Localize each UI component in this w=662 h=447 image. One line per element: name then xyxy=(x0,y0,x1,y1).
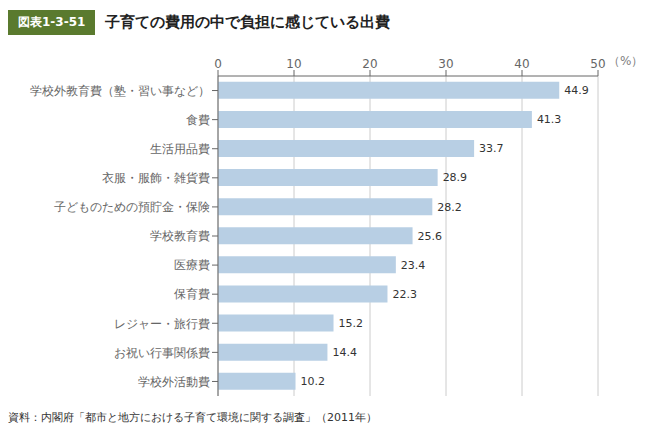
svg-text:41.3: 41.3 xyxy=(537,113,562,126)
svg-text:生活用品費: 生活用品費 xyxy=(150,142,210,156)
svg-text:お祝い行事関係費: お祝い行事関係費 xyxy=(114,346,210,360)
html-text:図表1-3-51: 図表1-3-51 xyxy=(18,14,86,29)
svg-text:食費: 食費 xyxy=(186,113,210,127)
svg-text:22.3: 22.3 xyxy=(392,288,417,301)
svg-text:15.2: 15.2 xyxy=(339,317,364,330)
svg-text:33.7: 33.7 xyxy=(479,142,504,155)
html-text:子育ての費用の中で負担に感じている出費: 子育ての費用の中で負担に感じている出費 xyxy=(105,12,391,31)
html-text:資料：内閣府「都市と地方における子育て環境に関する調査」（2: 資料：内閣府「都市と地方における子育て環境に関する調査」（2011年） xyxy=(8,411,377,424)
svg-text:20: 20 xyxy=(362,57,377,71)
svg-text:28.9: 28.9 xyxy=(443,171,468,184)
svg-text:28.2: 28.2 xyxy=(437,201,462,214)
svg-text:保育費: 保育費 xyxy=(174,287,210,301)
svg-text:学校外教育費（塾・習い事など）: 学校外教育費（塾・習い事など） xyxy=(30,84,210,98)
svg-text:23.4: 23.4 xyxy=(401,259,426,272)
svg-text:14.4: 14.4 xyxy=(332,346,357,359)
svg-text:10.2: 10.2 xyxy=(301,375,326,388)
svg-text:40: 40 xyxy=(514,57,529,71)
svg-text:子どものための預貯金・保険: 子どものための預貯金・保険 xyxy=(54,200,210,214)
svg-text:10: 10 xyxy=(286,57,301,71)
svg-text:44.9: 44.9 xyxy=(564,84,589,97)
svg-text:0: 0 xyxy=(214,57,222,71)
svg-text:25.6: 25.6 xyxy=(418,230,443,243)
svg-text:学校外活動費: 学校外活動費 xyxy=(138,375,210,389)
svg-text:50: 50 xyxy=(590,57,605,71)
svg-text:医療費: 医療費 xyxy=(174,258,210,272)
svg-text:30: 30 xyxy=(438,57,453,71)
svg-text:衣服・服飾・雑貨費: 衣服・服飾・雑貨費 xyxy=(102,171,210,185)
svg-text:レジャー・旅行費: レジャー・旅行費 xyxy=(114,317,210,331)
svg-text:（%）: （%） xyxy=(608,54,643,68)
svg-text:学校教育費: 学校教育費 xyxy=(150,229,210,243)
